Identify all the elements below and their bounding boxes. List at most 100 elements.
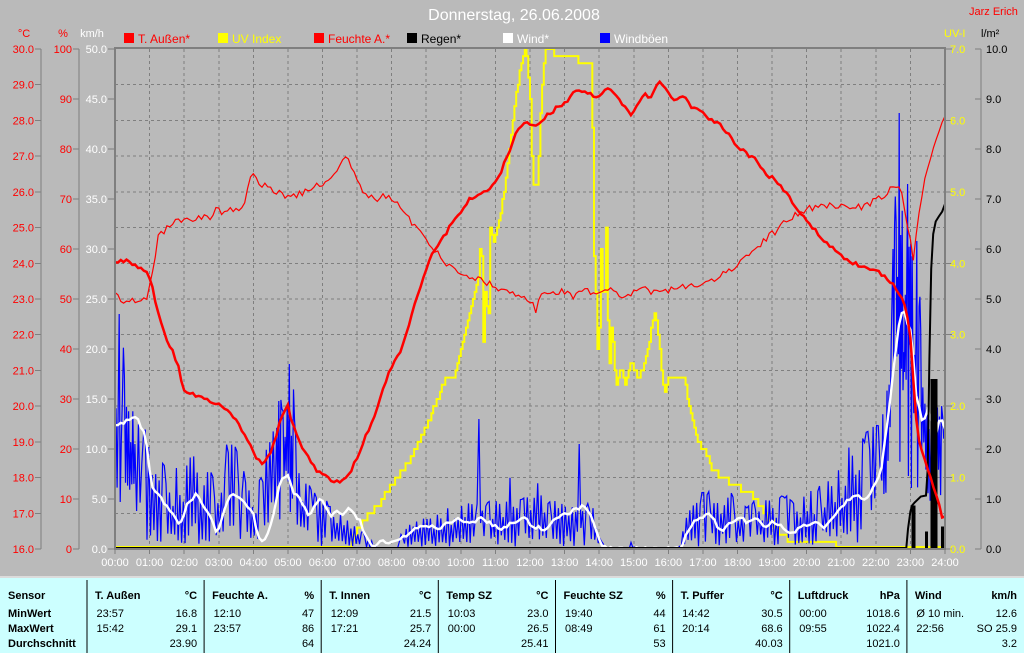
svg-text:23.0: 23.0: [13, 294, 34, 306]
svg-text:30: 30: [60, 394, 72, 406]
svg-text:5.0: 5.0: [950, 187, 965, 199]
svg-text:15.0: 15.0: [86, 394, 107, 406]
svg-text:Feuchte SZ: Feuchte SZ: [564, 590, 624, 602]
svg-text:3.0: 3.0: [950, 330, 965, 342]
svg-text:00:00: 00:00: [448, 623, 476, 635]
svg-text:22:00: 22:00: [862, 557, 890, 569]
svg-text:25.0: 25.0: [13, 223, 34, 235]
svg-text:Windböen: Windböen: [614, 32, 668, 46]
svg-text:15:42: 15:42: [97, 623, 125, 635]
svg-text:7.0: 7.0: [986, 194, 1001, 206]
svg-text:MinWert: MinWert: [8, 608, 52, 620]
svg-text:5.0: 5.0: [986, 294, 1001, 306]
svg-text:24.24: 24.24: [404, 638, 432, 650]
svg-text:UV Index: UV Index: [232, 32, 281, 46]
svg-text:°C: °C: [419, 590, 431, 602]
svg-text:21.5: 21.5: [410, 608, 431, 620]
svg-text:30.0: 30.0: [13, 44, 34, 56]
svg-text:23.90: 23.90: [170, 638, 198, 650]
svg-text:18:00: 18:00: [724, 557, 752, 569]
svg-text:14:00: 14:00: [585, 557, 613, 569]
svg-text:12:09: 12:09: [331, 608, 359, 620]
svg-text:25.0: 25.0: [86, 294, 107, 306]
svg-text:70: 70: [60, 194, 72, 206]
svg-text:17.0: 17.0: [13, 508, 34, 520]
svg-text:86: 86: [302, 623, 314, 635]
svg-text:°C: °C: [770, 590, 782, 602]
svg-text:0.0: 0.0: [92, 544, 107, 556]
svg-text:16:00: 16:00: [655, 557, 683, 569]
svg-text:25.41: 25.41: [521, 638, 549, 650]
svg-text:28.0: 28.0: [13, 115, 34, 127]
svg-text:50.0: 50.0: [86, 44, 107, 56]
svg-text:25.7: 25.7: [410, 623, 431, 635]
svg-text:21.0: 21.0: [13, 365, 34, 377]
svg-text:09:00: 09:00: [412, 557, 440, 569]
svg-text:44: 44: [653, 608, 665, 620]
svg-text:53: 53: [653, 638, 665, 650]
svg-text:1018.6: 1018.6: [866, 608, 900, 620]
svg-text:6.0: 6.0: [986, 244, 1001, 256]
svg-text:30.5: 30.5: [761, 608, 782, 620]
svg-text:10.0: 10.0: [86, 444, 107, 456]
svg-text:06:00: 06:00: [309, 557, 337, 569]
svg-text:4.0: 4.0: [950, 258, 965, 270]
svg-text:22:56: 22:56: [916, 623, 944, 635]
svg-text:21:00: 21:00: [827, 557, 855, 569]
svg-text:20: 20: [60, 444, 72, 456]
svg-text:Sensor: Sensor: [8, 590, 46, 602]
svg-text:45.0: 45.0: [86, 94, 107, 106]
svg-text:05:00: 05:00: [274, 557, 302, 569]
svg-text:19:40: 19:40: [565, 608, 593, 620]
svg-text:26.5: 26.5: [527, 623, 548, 635]
svg-text:%: %: [656, 590, 666, 602]
svg-text:16.8: 16.8: [176, 608, 197, 620]
svg-text:MaxWert: MaxWert: [8, 623, 54, 635]
svg-text:10:03: 10:03: [448, 608, 476, 620]
svg-text:22.0: 22.0: [13, 330, 34, 342]
svg-text:23:57: 23:57: [214, 623, 242, 635]
svg-text:23:57: 23:57: [97, 608, 125, 620]
svg-text:1021.0: 1021.0: [866, 638, 900, 650]
svg-text:100: 100: [54, 44, 72, 56]
svg-text:Luftdruck: Luftdruck: [798, 590, 850, 602]
svg-text:Wind*: Wind*: [517, 32, 549, 46]
svg-text:km/h: km/h: [991, 590, 1017, 602]
svg-text:00:00: 00:00: [799, 608, 827, 620]
svg-text:T. Außen*: T. Außen*: [138, 32, 190, 46]
svg-text:°C: °C: [536, 590, 548, 602]
svg-text:hPa: hPa: [880, 590, 901, 602]
svg-text:3.2: 3.2: [1002, 638, 1017, 650]
svg-text:Wind: Wind: [915, 590, 942, 602]
svg-text:00:00: 00:00: [101, 557, 129, 569]
svg-text:0: 0: [66, 544, 72, 556]
svg-text:Donnerstag, 26.06.2008: Donnerstag, 26.06.2008: [428, 7, 600, 24]
svg-text:09:55: 09:55: [799, 623, 827, 635]
svg-text:0.0: 0.0: [986, 544, 1001, 556]
svg-text:10.0: 10.0: [986, 44, 1007, 56]
svg-text:7.0: 7.0: [950, 44, 965, 56]
svg-text:°C: °C: [185, 590, 197, 602]
svg-text:02:00: 02:00: [170, 557, 198, 569]
svg-text:30.0: 30.0: [86, 244, 107, 256]
svg-text:35.0: 35.0: [86, 194, 107, 206]
svg-text:12.6: 12.6: [996, 608, 1017, 620]
svg-text:29.0: 29.0: [13, 80, 34, 92]
svg-text:12:10: 12:10: [214, 608, 242, 620]
svg-text:17:00: 17:00: [689, 557, 717, 569]
svg-text:%: %: [58, 28, 68, 40]
svg-text:16.0: 16.0: [13, 544, 34, 556]
svg-text:47: 47: [302, 608, 314, 620]
svg-text:l/m²: l/m²: [981, 28, 1000, 40]
svg-text:Durchschnitt: Durchschnitt: [8, 638, 76, 650]
svg-text:Feuchte A.*: Feuchte A.*: [328, 32, 390, 46]
svg-text:1.0: 1.0: [950, 473, 965, 485]
svg-text:Regen*: Regen*: [421, 32, 461, 46]
svg-text:24:00: 24:00: [931, 557, 959, 569]
svg-text:Jarz Erich: Jarz Erich: [969, 6, 1018, 18]
svg-text:23:00: 23:00: [897, 557, 925, 569]
svg-text:08:00: 08:00: [378, 557, 406, 569]
svg-text:20.0: 20.0: [13, 401, 34, 413]
svg-text:26.0: 26.0: [13, 187, 34, 199]
svg-text:km/h: km/h: [80, 28, 104, 40]
